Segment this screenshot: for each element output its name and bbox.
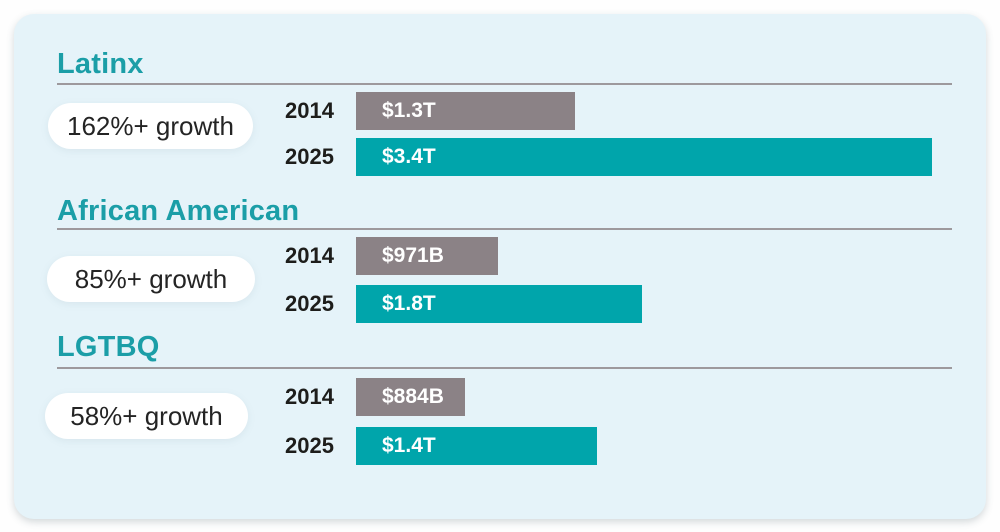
bar-2025: $1.4T — [356, 427, 597, 465]
group-title: LGTBQ — [57, 331, 160, 363]
divider-line — [57, 367, 952, 369]
year-label-2025: 2025 — [285, 291, 334, 316]
growth-badge-label: 85%+ growth — [74, 264, 228, 294]
divider-line — [57, 228, 952, 230]
group-title: African American — [57, 195, 300, 227]
bar-2014: $971B — [356, 237, 498, 275]
growth-badge-label: 162%+ growth — [67, 111, 234, 141]
bar-value-label: $1.4T — [382, 434, 436, 457]
growth-badge: 162%+ growth — [48, 103, 253, 149]
growth-badge: 85%+ growth — [47, 256, 255, 302]
growth-badge: 58%+ growth — [45, 393, 248, 439]
bar-2025: $1.8T — [356, 285, 642, 323]
bar-2025: $3.4T — [356, 138, 932, 176]
bar-2014: $1.3T — [356, 92, 575, 130]
year-label-2025: 2025 — [285, 433, 334, 458]
buying-power-card: Latinx 162%+ growth 2014 $1.3T 2025 $3.4… — [14, 14, 986, 519]
growth-badge-label: 58%+ growth — [70, 401, 223, 431]
bar-value-label: $884B — [382, 385, 444, 408]
year-label-2014: 2014 — [285, 98, 334, 123]
year-label-2014: 2014 — [285, 243, 334, 268]
bar-2014: $884B — [356, 378, 465, 416]
year-label-2014: 2014 — [285, 384, 334, 409]
bar-value-label: $971B — [382, 244, 444, 267]
group-title: Latinx — [57, 48, 144, 80]
year-label-2025: 2025 — [285, 144, 334, 169]
bar-value-label: $1.8T — [382, 292, 436, 315]
bar-value-label: $1.3T — [382, 99, 436, 122]
divider-line — [57, 83, 952, 85]
bar-value-label: $3.4T — [382, 145, 436, 168]
